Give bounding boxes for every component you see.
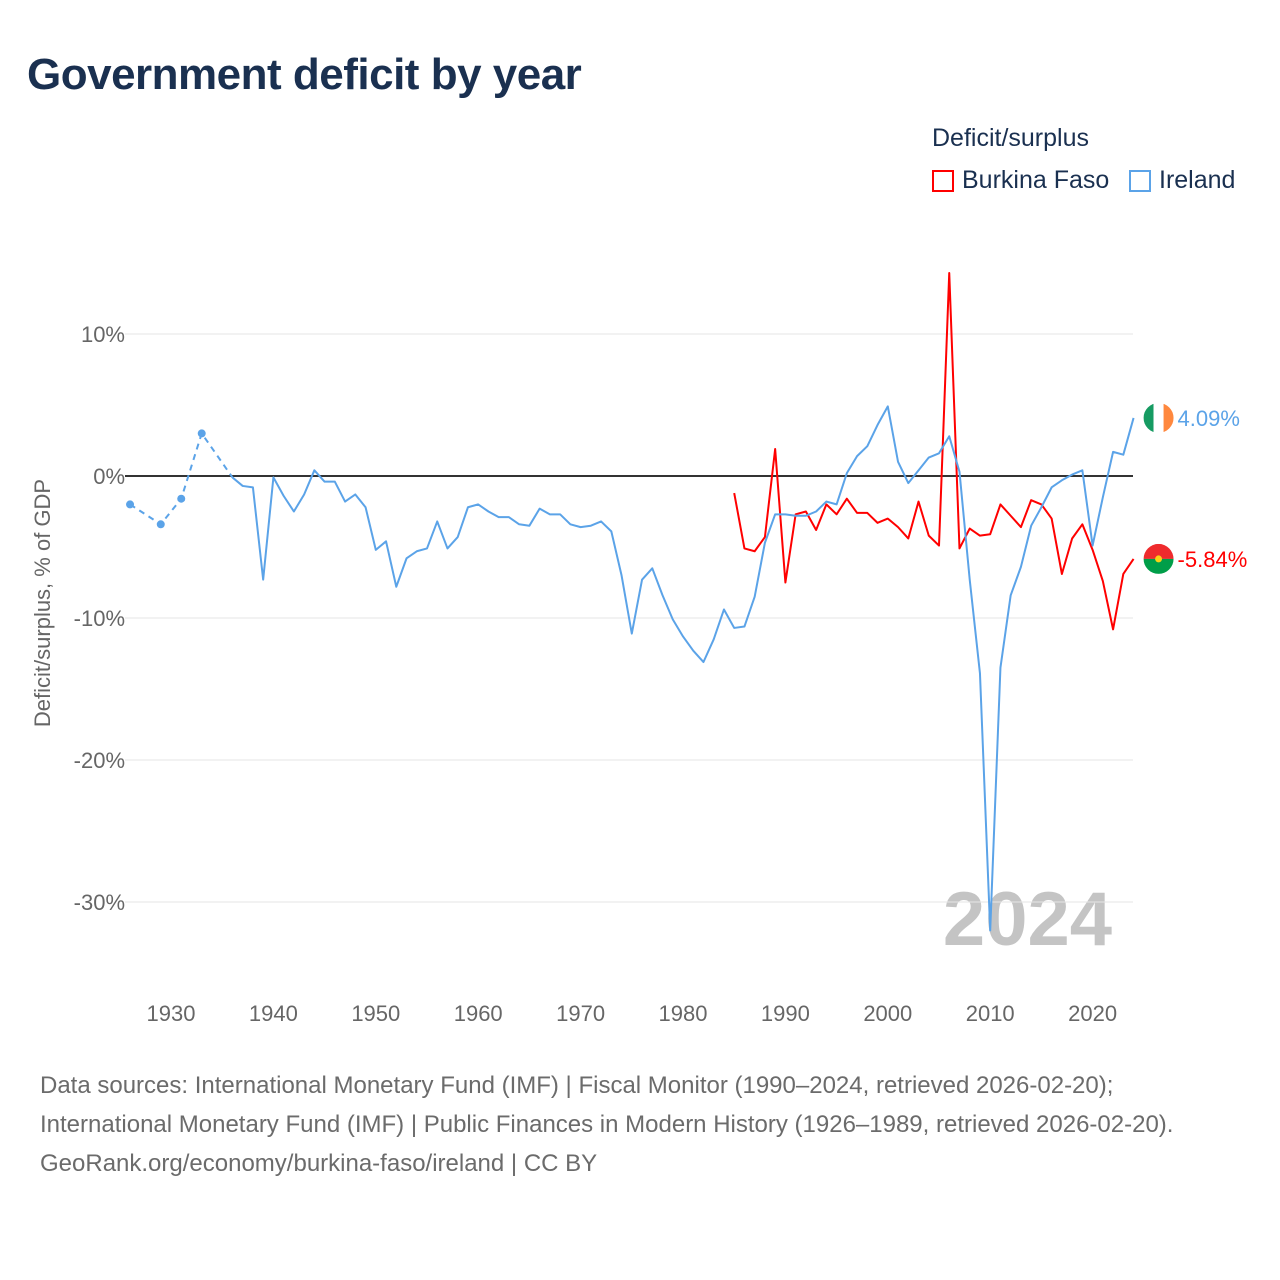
ireland-flag-icon — [1143, 402, 1174, 433]
x-tick-label: 1940 — [249, 1001, 298, 1026]
legend-item-ireland[interactable]: Ireland — [1129, 166, 1235, 195]
series-line-dashed — [129, 431, 234, 526]
legend-swatch — [1129, 169, 1151, 192]
y-tick-label: -20% — [74, 748, 125, 773]
series-ireland — [126, 402, 1174, 932]
chart-title: Government deficit by year — [27, 50, 582, 99]
x-tick-label: 1960 — [454, 1001, 503, 1026]
x-tick-label: 1970 — [556, 1001, 605, 1026]
year-watermark: 2024 — [943, 877, 1112, 962]
series-line — [733, 271, 1135, 631]
legend-item-burkina-faso[interactable]: Burkina Faso — [932, 166, 1109, 195]
series-burkina-faso — [733, 271, 1174, 631]
y-tick-label: 10% — [81, 322, 125, 347]
flag-stripe — [1163, 402, 1174, 433]
x-tick-label: 2010 — [966, 1001, 1015, 1026]
end-value-label: 4.09% — [1178, 406, 1240, 431]
legend-swatch — [932, 169, 954, 192]
data-point — [156, 520, 165, 529]
x-tick-label: 1950 — [351, 1001, 400, 1026]
x-tick-label: 2000 — [863, 1001, 912, 1026]
x-tick-label: 1980 — [659, 1001, 708, 1026]
burkina-faso-flag-icon — [1143, 543, 1174, 574]
legend-label: Ireland — [1159, 166, 1236, 194]
legend-label: Burkina Faso — [962, 166, 1110, 194]
y-tick-label: -30% — [74, 890, 125, 915]
y-axis-label: Deficit/surplus, % of GDP — [30, 479, 55, 727]
footer: Data sources: International Monetary Fun… — [40, 1066, 1240, 1183]
flag-stripe — [1143, 543, 1174, 559]
series-line — [231, 405, 1135, 932]
flag-star — [1155, 555, 1163, 563]
attribution-link[interactable]: GeoRank.org/economy/burkina-faso/ireland… — [40, 1150, 598, 1177]
data-sources: Data sources: International Monetary Fun… — [40, 1072, 1174, 1138]
flag-stripe — [1143, 558, 1174, 574]
y-tick-label: 0% — [93, 464, 125, 489]
legend-title: Deficit/surplus — [932, 124, 1089, 152]
chart-plot: 2024 10% 0% -10% -20% -30% 1930 1940 1950 1960 197… — [30, 271, 1248, 1026]
flag-stripe — [1143, 402, 1154, 433]
data-point — [126, 500, 135, 509]
end-value-label: -5.84% — [1178, 547, 1248, 572]
x-tick-label: 1990 — [761, 1001, 810, 1026]
data-point — [177, 494, 186, 503]
data-point — [197, 429, 206, 438]
x-tick-label: 2020 — [1068, 1001, 1117, 1026]
x-tick-label: 1930 — [147, 1001, 196, 1026]
y-tick-label: -10% — [74, 606, 125, 631]
flag-stripe — [1153, 402, 1164, 433]
